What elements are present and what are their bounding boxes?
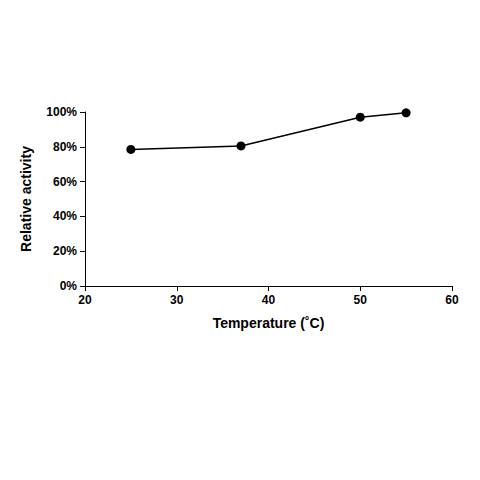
svg-text:20: 20	[78, 293, 92, 307]
svg-text:60%: 60%	[53, 175, 77, 189]
svg-text:100%: 100%	[46, 105, 77, 119]
svg-text:Temperature (˚C): Temperature (˚C)	[213, 315, 325, 331]
svg-text:20%: 20%	[53, 244, 77, 258]
svg-text:60: 60	[445, 293, 459, 307]
svg-text:80%: 80%	[53, 140, 77, 154]
svg-text:50: 50	[354, 293, 368, 307]
svg-text:40%: 40%	[53, 209, 77, 223]
svg-text:0%: 0%	[60, 279, 78, 293]
svg-text:30: 30	[170, 293, 184, 307]
svg-text:40: 40	[262, 293, 276, 307]
svg-text:Relative activity: Relative activity	[18, 146, 34, 252]
